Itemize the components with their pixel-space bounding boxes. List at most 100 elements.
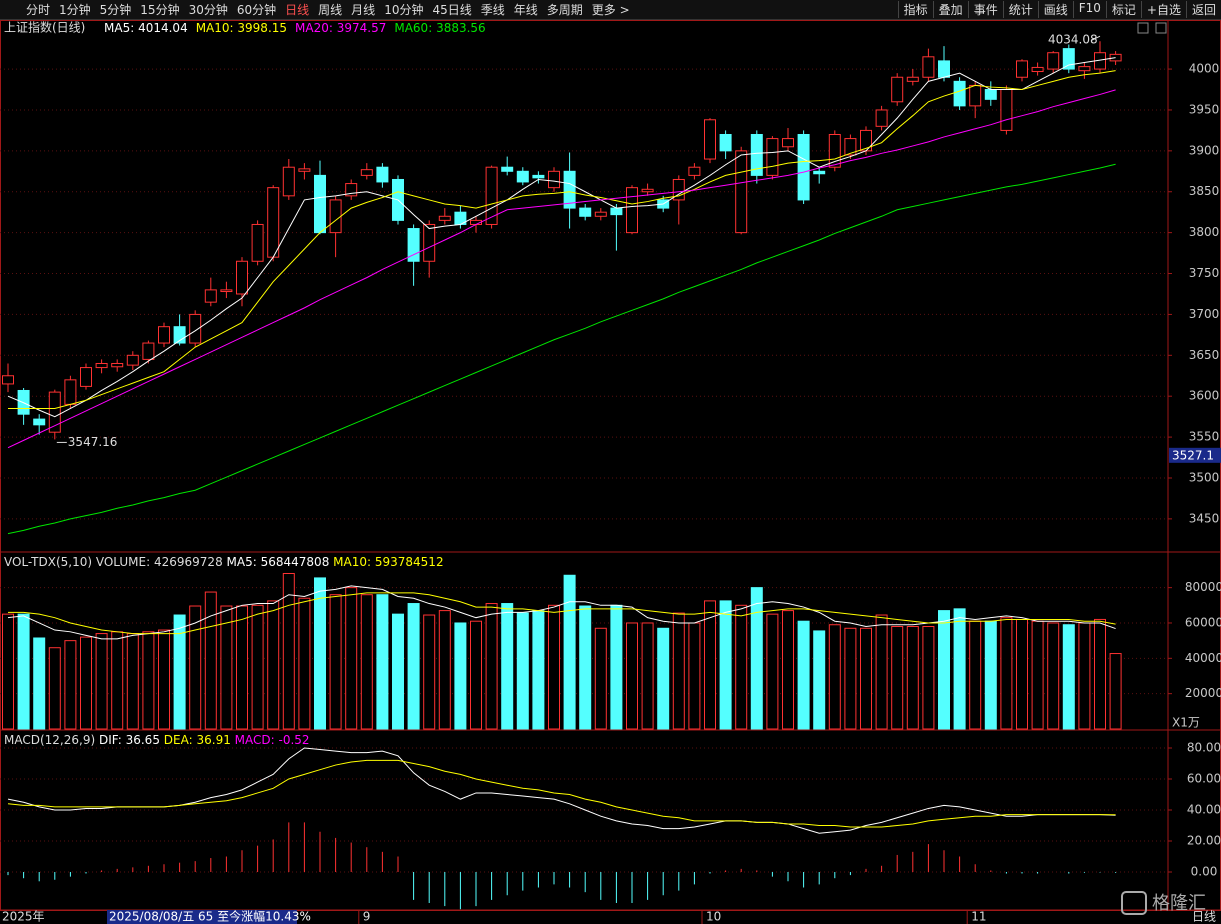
volume-bar [1000, 617, 1013, 730]
watermark-logo [1121, 891, 1147, 915]
candle-body [548, 170, 560, 189]
toolbar-button[interactable]: 15分钟 [140, 3, 180, 17]
candle-body [80, 367, 92, 387]
candle-body [922, 56, 935, 78]
volume-bar [641, 622, 654, 730]
legend-entry: MA20: 3974.57 [295, 21, 386, 35]
candle-body [813, 170, 826, 175]
volume-bar [516, 612, 529, 730]
candle-body [1078, 66, 1091, 72]
volume-bar [64, 640, 77, 730]
header-name: VOLUME: [96, 555, 150, 569]
toolbar-button[interactable]: 周线 [318, 3, 343, 17]
candle-body [485, 166, 498, 225]
toolbar-button[interactable]: 45日线 [432, 3, 472, 17]
candle-body [704, 119, 716, 160]
volume-bar [345, 587, 358, 730]
candle-body [563, 170, 576, 209]
toolbar-button[interactable]: 事件 [967, 1, 1003, 18]
volume-bar [2, 613, 14, 730]
candle-body [204, 289, 217, 303]
ma-line [7, 57, 1116, 418]
volume-bar [95, 633, 108, 730]
y-tick-label: 3650 [1189, 348, 1220, 362]
toolbar-button[interactable]: 10分钟 [384, 3, 424, 17]
candle-body [1016, 60, 1028, 78]
frame [0, 20, 1221, 911]
volume-bar [501, 603, 514, 730]
y-tick-label: 20.00 [1187, 833, 1221, 847]
toolbar-button[interactable]: +自选 [1140, 1, 1186, 18]
icon [1155, 22, 1167, 34]
ma-line [7, 89, 1116, 449]
volume-bar [485, 603, 498, 730]
candle-body [610, 207, 623, 216]
volume-bar [454, 622, 467, 730]
header-value: -0.52 [279, 733, 310, 747]
candle-body [594, 211, 607, 217]
volume-bar [1047, 622, 1060, 730]
candle-body [860, 129, 872, 152]
volume-bar [438, 610, 451, 730]
toolbar-button[interactable]: F10 [1072, 1, 1106, 18]
y-tick-label: 3600 [1189, 389, 1220, 403]
toolbar-button[interactable]: 5分钟 [99, 3, 132, 17]
y-tick-label: 3950 [1189, 102, 1220, 116]
y-tick-label: 3550 [1189, 430, 1220, 444]
volume-bar [610, 604, 623, 730]
toolbar-button[interactable]: 60分钟 [236, 3, 277, 17]
candle-body [797, 133, 810, 201]
x-tick-label: 11 [971, 910, 986, 924]
toolbar-button[interactable]: 日线 [285, 3, 310, 17]
candle-body [906, 76, 919, 82]
toolbar-button[interactable]: 分时 [26, 3, 51, 17]
volume-bar [329, 594, 342, 730]
header-name: MACD: [235, 733, 275, 747]
legend-value: 3974.57 [337, 21, 387, 35]
toolbar-button[interactable]: 叠加 [932, 1, 968, 18]
candle-body [735, 150, 748, 234]
x-tick-label: 10 [706, 910, 721, 924]
toolbar-button[interactable]: 月线 [351, 3, 376, 17]
candle-body [688, 166, 701, 176]
y-tick-label: 3700 [1189, 307, 1220, 321]
toolbar-button[interactable]: 返回 [1185, 1, 1221, 18]
candle-body [828, 133, 841, 168]
volume-bar [563, 574, 576, 730]
candle-body [251, 223, 264, 262]
watermark: 格隆汇 [1152, 893, 1206, 914]
toolbar-button[interactable]: 30分钟 [188, 3, 228, 17]
volume-bar [470, 620, 482, 730]
candle-body [532, 174, 545, 179]
candle-body [719, 133, 732, 152]
toolbar-button[interactable]: 多周期 [546, 3, 583, 17]
candle-body [750, 133, 763, 176]
toolbar-button[interactable]: 年线 [513, 3, 538, 17]
cursor-box [1169, 447, 1221, 463]
toolbar-button[interactable]: 更多 > [591, 3, 630, 17]
volume-bar [891, 626, 904, 730]
candle-body [267, 187, 280, 258]
candle-body [875, 109, 888, 127]
volume-bar [314, 577, 326, 730]
legend-name: MA20: [295, 21, 333, 35]
toolbar-button[interactable]: 统计 [1002, 1, 1038, 18]
unit-label: X1万 [1172, 716, 1200, 730]
header-value: 568447808 [261, 555, 330, 569]
candle-body [111, 362, 124, 368]
candle-body [345, 183, 358, 197]
legend-value: 3998.15 [237, 21, 287, 35]
toolbar-button[interactable]: 季线 [480, 3, 505, 17]
toolbar-button[interactable]: 画线 [1037, 1, 1073, 18]
legend-name: MA10: [196, 21, 234, 35]
volume-bar [111, 631, 124, 730]
y-tick-label: 80.00 [1187, 741, 1221, 755]
candle-body [969, 84, 982, 107]
y-tick-label: 40000 [1185, 651, 1221, 665]
toolbar-button[interactable]: 1分钟 [59, 3, 91, 17]
toolbar-button[interactable]: 标记 [1105, 1, 1141, 18]
volume-bar [1078, 622, 1091, 730]
toolbar-button[interactable]: 指标 [897, 1, 933, 18]
volume-bar [766, 613, 779, 730]
candle-body [516, 170, 529, 183]
